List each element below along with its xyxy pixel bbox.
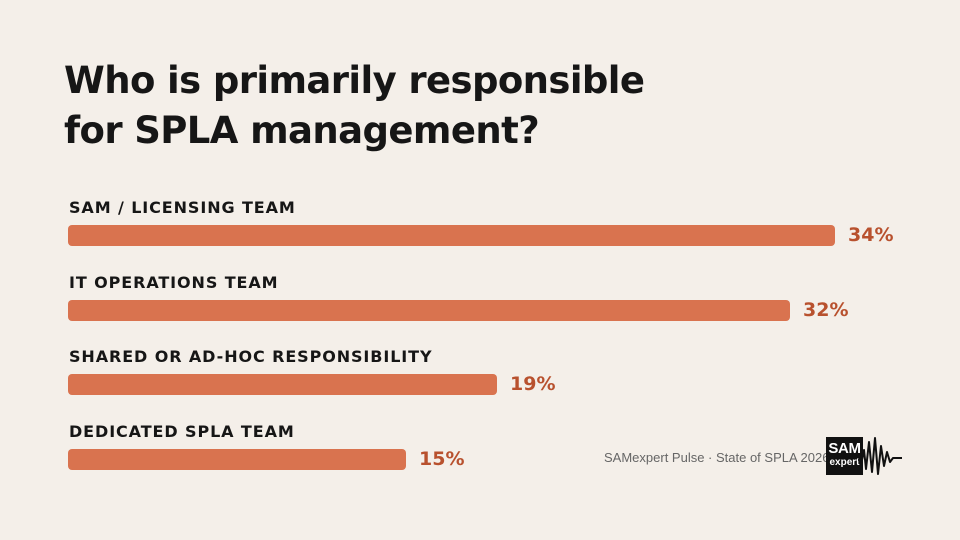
- bar-row: SHARED OR AD-HOC RESPONSIBILITY 19%: [68, 347, 928, 407]
- samexpert-logo: SAM expert: [826, 437, 863, 475]
- heartbeat-wave-icon: [858, 437, 902, 475]
- category-label: SAM / LICENSING TEAM: [69, 198, 296, 217]
- category-label: SHARED OR AD-HOC RESPONSIBILITY: [69, 347, 433, 366]
- bar: [68, 225, 835, 246]
- bar-row: DEDICATED SPLA TEAM 15%: [68, 422, 928, 482]
- source-caption: SAMexpert Pulse · State of SPLA 2026: [604, 450, 830, 465]
- bar: [68, 299, 790, 321]
- logo-text-sam: SAM: [828, 440, 861, 457]
- bar: [68, 374, 497, 395]
- category-label: IT OPERATIONS TEAM: [69, 272, 279, 292]
- value-label: 32%: [803, 298, 849, 321]
- bar: [68, 448, 406, 470]
- bar-row: IT OPERATIONS TEAM 32%: [68, 273, 928, 333]
- value-label: 15%: [419, 447, 465, 470]
- value-label: 19%: [510, 373, 556, 395]
- value-label: 34%: [848, 224, 894, 246]
- chart-title: Who is primarily responsible for SPLA ma…: [64, 59, 645, 152]
- bar-chart: SAM / LICENSING TEAM 34% IT OPERATIONS TEA…: [68, 0, 928, 540]
- logo-text-expert: expert: [829, 457, 860, 468]
- category-label: DEDICATED SPLA TEAM: [69, 421, 295, 441]
- bar-row: SAM / LICENSING TEAM 34%: [68, 198, 928, 258]
